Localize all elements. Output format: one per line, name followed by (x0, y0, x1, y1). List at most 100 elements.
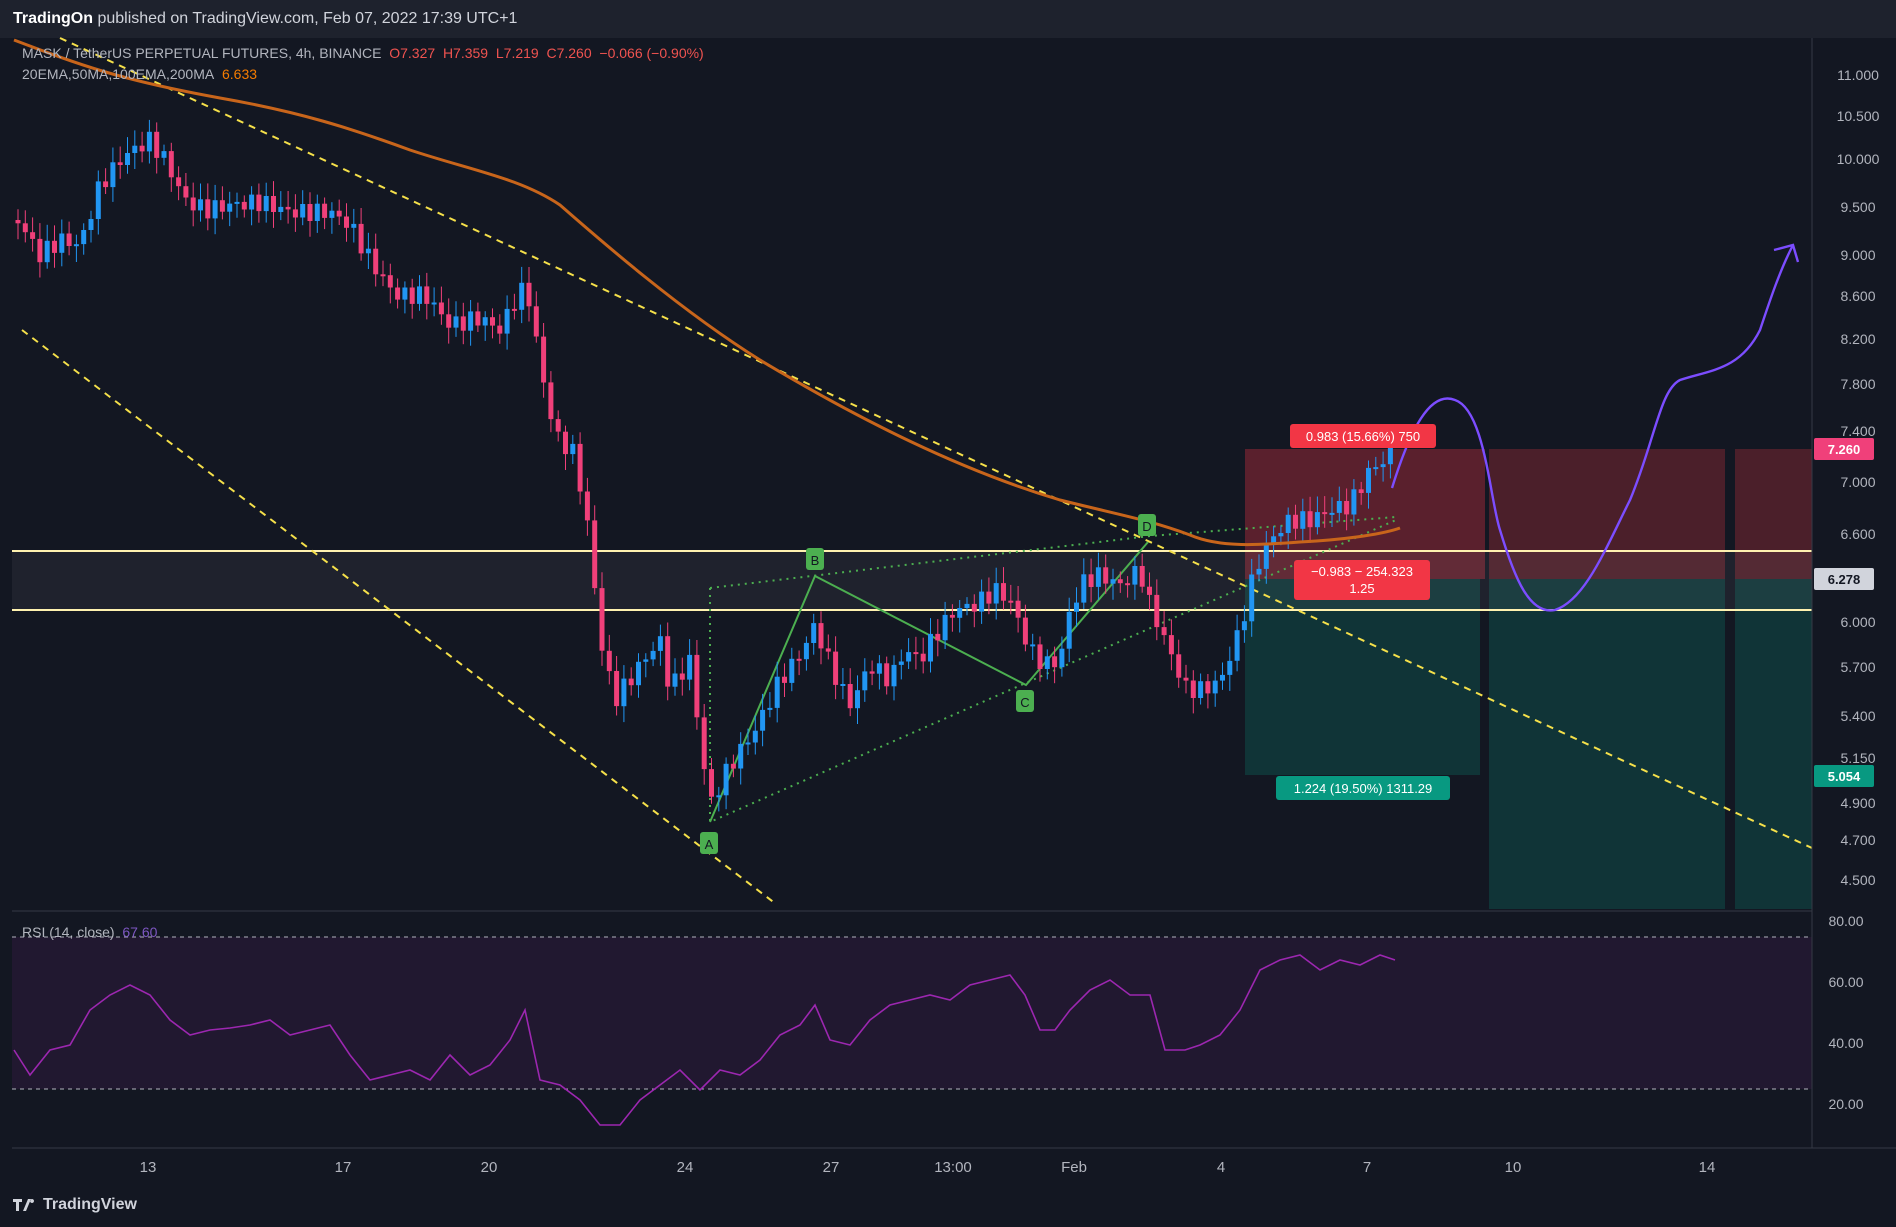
pattern-point-c[interactable]: C (1016, 690, 1034, 712)
candle-body[interactable] (1234, 630, 1240, 661)
candle-body[interactable] (665, 636, 671, 687)
candle-body[interactable] (256, 194, 262, 212)
candle-body[interactable] (811, 623, 817, 643)
candle-body[interactable] (541, 336, 547, 383)
candle-body[interactable] (227, 203, 233, 212)
candle-body[interactable] (1190, 680, 1196, 699)
candle-body[interactable] (1008, 600, 1014, 603)
candle-body[interactable] (329, 210, 335, 218)
candle-body[interactable] (1074, 602, 1079, 612)
ma-label[interactable]: 20EMA,50MA,100EMA,200MA (22, 66, 215, 82)
candle-body[interactable] (606, 650, 612, 672)
candle-body[interactable] (1059, 648, 1065, 668)
candle-body[interactable] (1052, 656, 1058, 668)
candle-body[interactable] (424, 286, 430, 304)
upper-trendline[interactable] (59, 37, 1813, 849)
candle-body[interactable] (782, 676, 787, 683)
candle-body[interactable] (132, 145, 138, 153)
candle-body[interactable] (380, 274, 386, 277)
candle-body[interactable] (906, 652, 912, 662)
candle-body[interactable] (52, 240, 57, 253)
price-chart[interactable]: A B C D 0.983 (15.66%) 750 −0.983 − 254.… (0, 0, 1896, 1188)
candle-body[interactable] (475, 311, 481, 326)
candle-body[interactable] (1380, 464, 1386, 468)
candle-body[interactable] (657, 636, 663, 651)
candle-body[interactable] (614, 671, 620, 707)
candle-body[interactable] (1183, 677, 1189, 681)
candle-body[interactable] (862, 671, 868, 691)
rsi-label[interactable]: RSI (14, close) (22, 924, 115, 940)
candle-body[interactable] (271, 196, 276, 212)
candle-body[interactable] (592, 520, 598, 589)
candle-body[interactable] (497, 325, 503, 334)
candle-body[interactable] (468, 311, 474, 331)
candle-body[interactable] (73, 244, 79, 247)
candle-body[interactable] (300, 204, 306, 218)
candle-body[interactable] (402, 287, 408, 300)
candle-body[interactable] (796, 658, 802, 661)
candle-body[interactable] (687, 654, 693, 680)
candle-body[interactable] (935, 633, 941, 641)
candle-body[interactable] (88, 219, 94, 230)
tradingview-brand[interactable]: TradingView (13, 1196, 137, 1214)
candle-body[interactable] (1241, 621, 1247, 631)
candle-body[interactable] (1351, 489, 1357, 515)
candle-body[interactable] (986, 591, 992, 604)
candle-body[interactable] (103, 181, 109, 188)
rsi-legend[interactable]: RSI (14, close) 67.60 (22, 924, 157, 940)
candle-body[interactable] (1387, 445, 1393, 465)
candle-body[interactable] (1117, 579, 1123, 584)
candle-body[interactable] (745, 742, 751, 745)
candle-body[interactable] (898, 661, 904, 665)
candle-body[interactable] (66, 233, 72, 247)
candle-body[interactable] (22, 223, 28, 233)
candle-body[interactable] (1314, 512, 1320, 528)
candle-body[interactable] (1307, 511, 1313, 528)
candle-body[interactable] (621, 678, 627, 707)
symbol-legend[interactable]: MASK / TetherUS PERPETUAL FUTURES, 4h, B… (22, 45, 704, 61)
candle-body[interactable] (1373, 467, 1379, 470)
candle-body[interactable] (563, 431, 568, 455)
candle-body[interactable] (15, 220, 21, 224)
candle-body[interactable] (59, 233, 65, 253)
candle-body[interactable] (760, 709, 766, 731)
candle-body[interactable] (511, 308, 517, 311)
candle-body[interactable] (1358, 489, 1364, 493)
candle-body[interactable] (117, 162, 123, 165)
candle-body[interactable] (957, 608, 963, 618)
candle-body[interactable] (344, 216, 349, 228)
candle-body[interactable] (417, 286, 422, 304)
candle-body[interactable] (1212, 680, 1218, 694)
candle-body[interactable] (928, 633, 933, 662)
candle-body[interactable] (183, 186, 189, 198)
candle-body[interactable] (395, 287, 401, 300)
candle-body[interactable] (884, 663, 890, 687)
candle-body[interactable] (1125, 583, 1131, 586)
ratio-label[interactable]: −0.983 − 254.323 1.25 (1294, 560, 1430, 600)
candle-body[interactable] (1220, 674, 1225, 681)
candle-body[interactable] (650, 650, 656, 660)
candle-body[interactable] (818, 623, 824, 649)
candle-body[interactable] (949, 614, 955, 618)
candle-body[interactable] (1322, 512, 1328, 515)
candle-body[interactable] (358, 223, 364, 254)
candle-body[interactable] (979, 591, 985, 612)
candle-body[interactable] (37, 238, 43, 263)
candle-body[interactable] (855, 690, 860, 709)
pattern-point-b[interactable]: B (806, 548, 824, 570)
candle-body[interactable] (825, 648, 831, 652)
candle-body[interactable] (219, 200, 225, 212)
pattern-point-a[interactable]: A (700, 832, 718, 854)
candle-body[interactable] (205, 199, 211, 219)
pattern-point-d[interactable]: D (1138, 514, 1156, 536)
candle-body[interactable] (44, 240, 50, 263)
candle-body[interactable] (1249, 574, 1255, 622)
candle-body[interactable] (365, 248, 371, 254)
candle-body[interactable] (168, 151, 174, 178)
candle-body[interactable] (1081, 574, 1087, 603)
candle-body[interactable] (1001, 583, 1006, 601)
candle-body[interactable] (964, 603, 970, 608)
candle-body[interactable] (876, 663, 882, 674)
candle-body[interactable] (730, 763, 736, 769)
candle-body[interactable] (1168, 635, 1174, 655)
